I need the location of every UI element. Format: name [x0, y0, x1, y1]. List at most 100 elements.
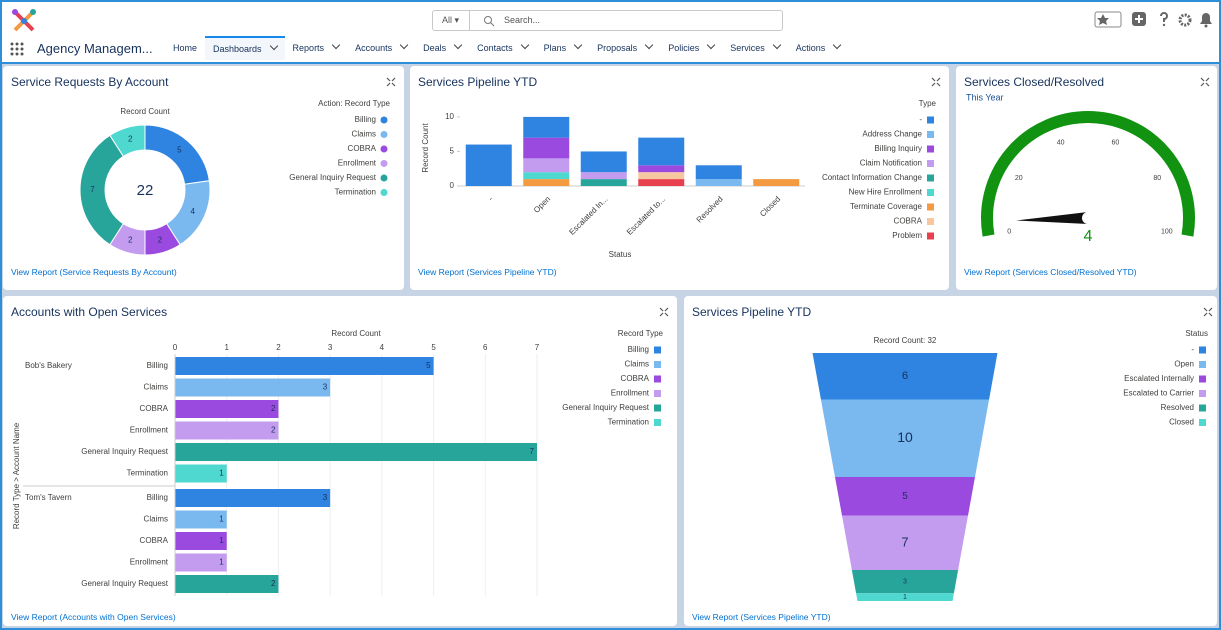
- view-report-link[interactable]: View Report (Service Requests By Account…: [11, 267, 177, 277]
- nav-item[interactable]: Plans: [536, 36, 590, 60]
- nav-item[interactable]: Proposals: [589, 36, 660, 60]
- bar-segment: [523, 179, 570, 186]
- legend-marker: [1199, 404, 1206, 412]
- donut-slice: [144, 124, 210, 185]
- x-tick-label: 4: [380, 343, 385, 352]
- chevron[interactable]: [399, 40, 409, 50]
- search-placeholder: Search...: [504, 15, 541, 25]
- legend-marker: [927, 145, 934, 153]
- chevron[interactable]: [453, 40, 463, 50]
- y-tick-label: Termination: [127, 469, 168, 478]
- chevron[interactable]: [706, 40, 716, 50]
- legend-marker: [927, 232, 934, 240]
- view-report-link[interactable]: View Report (Services Pipeline YTD): [692, 612, 831, 622]
- expand-icon[interactable]: [931, 77, 941, 87]
- legend-label: Problem: [892, 231, 922, 240]
- search-box[interactable]: All ▾ Search...: [432, 10, 783, 31]
- chevron[interactable]: [331, 40, 341, 50]
- legend-label: Escalated Internally: [1124, 374, 1194, 383]
- bar-segment: [638, 137, 685, 166]
- app-launcher[interactable]: [10, 42, 24, 56]
- bar: [175, 553, 227, 572]
- expand-icon[interactable]: [1203, 307, 1213, 317]
- logo[interactable]: [9, 6, 39, 36]
- header-icons[interactable]: [1094, 10, 1214, 30]
- x-tick-label: 2: [276, 343, 281, 352]
- widget-title: Services Pipeline YTD: [692, 305, 812, 319]
- chevron[interactable]: [832, 40, 842, 50]
- widget-card: This Year 0 20 40 60 80 100 4 Services Closed/R…: [956, 66, 1217, 290]
- header: All ▾ Search... Agency Managem... Home Da…: [2, 2, 1219, 64]
- bar-segment: [580, 172, 627, 180]
- chevron[interactable]: [269, 41, 278, 51]
- widget-title: Services Closed/Resolved: [964, 75, 1105, 89]
- nav-item[interactable]: Contacts: [469, 36, 536, 60]
- bar: [175, 357, 434, 375]
- funnel-segment: [856, 593, 954, 601]
- legend-marker: [654, 361, 661, 368]
- bar-segment: [638, 179, 685, 186]
- view-report-link[interactable]: View Report (Accounts with Open Services…: [11, 612, 176, 622]
- widget-subtitle: This Year: [966, 92, 1004, 102]
- data-label: 1: [219, 536, 224, 545]
- legend-marker: [1199, 419, 1206, 426]
- chart: Record Count Record Type > Account Name 0 1…: [12, 307, 669, 596]
- legend-marker: [654, 346, 661, 354]
- nav-item[interactable]: Home: [165, 36, 205, 60]
- legend-label: Billing Inquiry: [874, 144, 922, 153]
- search-scope[interactable]: All ▾: [433, 11, 470, 30]
- data-label: 3: [323, 383, 328, 392]
- bar-segment: [695, 179, 742, 186]
- gauge-value: 4: [1084, 228, 1093, 245]
- x-tick-label: Open: [532, 195, 552, 215]
- data-label: 3: [903, 578, 907, 585]
- y-tick-label: General Inquiry Request: [81, 579, 168, 588]
- bar: [175, 400, 279, 418]
- expand-icon[interactable]: [386, 77, 396, 87]
- data-label: 2: [271, 426, 276, 435]
- bar-segment: [523, 137, 570, 159]
- nav-item[interactable]: Deals: [415, 36, 469, 60]
- nav-bar: Home Dashboards Reports Accounts Deals Contac…: [165, 36, 848, 60]
- legend-marker: [927, 131, 934, 138]
- gauge-tick-label: 0: [1007, 229, 1011, 236]
- data-label: 5: [426, 361, 431, 370]
- nav-item[interactable]: Policies: [660, 36, 722, 60]
- x-tick-label: Escalated to...: [625, 195, 667, 237]
- nav-label: Services: [730, 43, 765, 53]
- y-tick-label: 5: [450, 147, 455, 156]
- legend-label: Closed: [1169, 418, 1194, 427]
- nav-item[interactable]: Actions: [788, 36, 849, 60]
- x-tick-label: 0: [173, 343, 178, 352]
- data-label: 2: [128, 135, 133, 144]
- y-tick-label: Billing: [147, 493, 168, 502]
- nav-item[interactable]: Services: [722, 36, 788, 60]
- chevron[interactable]: [520, 40, 529, 50]
- bar: [175, 378, 331, 397]
- chevron[interactable]: [772, 40, 781, 50]
- bar: [175, 464, 227, 483]
- data-label: 2: [271, 404, 276, 413]
- chevron[interactable]: [573, 40, 583, 50]
- x-tick-label: 5: [431, 343, 436, 352]
- legend-title: Record Type: [618, 329, 664, 338]
- y-axis-title: Record Count: [421, 123, 430, 173]
- view-report-link[interactable]: View Report (Services Pipeline YTD): [418, 267, 557, 277]
- data-label: 3: [323, 493, 328, 502]
- widget-card: Record Count: 32 6 10 5 7 3 1 Status - Open Escala…: [684, 296, 1217, 626]
- legend-marker: [927, 116, 934, 124]
- view-report-link[interactable]: View Report (Services Closed/Resolved YT…: [964, 267, 1137, 277]
- nav-item[interactable]: Reports: [285, 36, 348, 60]
- nav-item[interactable]: Dashboards: [205, 36, 285, 60]
- data-label: 4: [191, 207, 196, 216]
- legend-label: Termination: [335, 188, 376, 197]
- nav-item[interactable]: Accounts: [347, 36, 415, 60]
- x-tick-label: Escalated In...: [567, 195, 609, 237]
- expand-icon[interactable]: [659, 307, 669, 317]
- data-label: 1: [219, 558, 224, 567]
- chevron[interactable]: [644, 40, 654, 50]
- legend-marker: [1199, 346, 1206, 354]
- legend-label: -: [919, 115, 922, 124]
- expand-icon[interactable]: [1200, 77, 1210, 87]
- bar: [175, 575, 279, 593]
